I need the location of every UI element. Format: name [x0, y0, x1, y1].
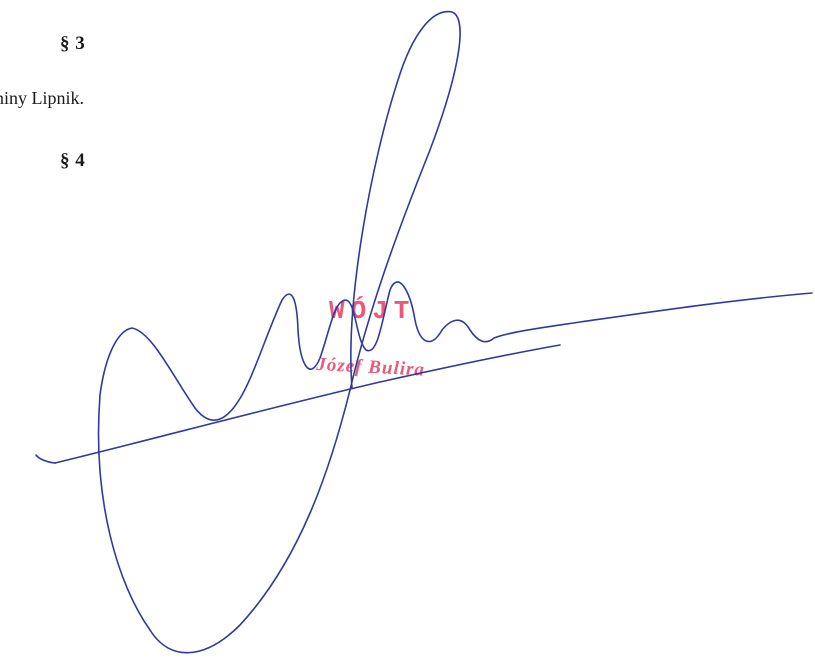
stamp-name: Józef Bulira — [315, 354, 426, 381]
section-4-heading: § 4 — [60, 150, 86, 171]
section-3-text: niny Lipnik. — [0, 88, 84, 108]
section-3-heading: § 3 — [60, 33, 86, 54]
official-stamp: WÓJT Józef Bulira — [305, 296, 505, 396]
stamp-title: WÓJT — [329, 296, 416, 326]
